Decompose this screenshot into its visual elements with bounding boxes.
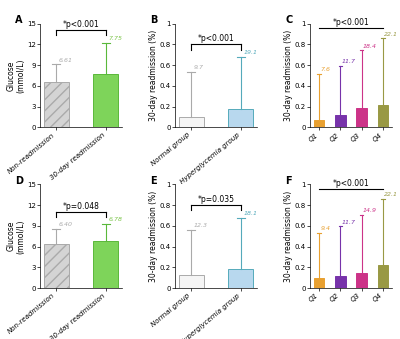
Bar — [335, 276, 346, 288]
Text: *p<0.001: *p<0.001 — [333, 179, 370, 187]
Bar — [93, 241, 118, 288]
Bar — [314, 120, 324, 127]
Text: *p<0.001: *p<0.001 — [198, 34, 234, 43]
Bar — [44, 82, 68, 127]
Text: 6.61: 6.61 — [59, 58, 73, 63]
Text: 22.1: 22.1 — [384, 192, 398, 197]
Text: F: F — [286, 176, 292, 186]
Text: 6.78: 6.78 — [108, 217, 122, 222]
Text: B: B — [150, 16, 158, 25]
Text: 6.40: 6.40 — [59, 222, 73, 227]
Bar — [378, 104, 388, 127]
Bar — [93, 74, 118, 127]
Bar — [44, 244, 68, 288]
Text: E: E — [150, 176, 157, 186]
Text: *p=0.035: *p=0.035 — [198, 195, 234, 204]
Y-axis label: 30-day readmission (%): 30-day readmission (%) — [284, 30, 293, 121]
Text: D: D — [16, 176, 24, 186]
Bar — [378, 265, 388, 288]
Bar — [335, 115, 346, 127]
Text: 9.7: 9.7 — [194, 65, 204, 70]
Bar — [314, 278, 324, 288]
Text: *p=0.048: *p=0.048 — [62, 201, 99, 211]
Text: *p<0.001: *p<0.001 — [62, 20, 99, 29]
Text: 18.4: 18.4 — [363, 44, 377, 49]
Bar — [228, 270, 253, 288]
Bar — [228, 109, 253, 127]
Y-axis label: Glucose
(mmol/L): Glucose (mmol/L) — [6, 219, 26, 254]
Text: A: A — [16, 16, 23, 25]
Y-axis label: Glucose
(mmol/L): Glucose (mmol/L) — [6, 58, 26, 93]
Text: 9.4: 9.4 — [320, 226, 330, 231]
Y-axis label: 30-day readmission (%): 30-day readmission (%) — [149, 30, 158, 121]
Bar — [356, 108, 367, 127]
Text: 22.1: 22.1 — [384, 32, 398, 37]
Bar — [179, 275, 204, 288]
Text: *p<0.001: *p<0.001 — [333, 18, 370, 27]
Text: 19.1: 19.1 — [243, 50, 257, 55]
Text: 14.9: 14.9 — [363, 208, 377, 213]
Text: 18.1: 18.1 — [243, 211, 257, 216]
Text: 12.3: 12.3 — [194, 223, 208, 228]
Y-axis label: 30-day readmission (%): 30-day readmission (%) — [149, 191, 158, 282]
Y-axis label: 30-day readmission (%): 30-day readmission (%) — [284, 191, 293, 282]
Text: C: C — [286, 16, 293, 25]
Text: 11.7: 11.7 — [342, 220, 356, 225]
Text: 7.6: 7.6 — [320, 67, 330, 72]
Text: 7.75: 7.75 — [108, 36, 122, 41]
Bar — [356, 273, 367, 288]
Bar — [179, 117, 204, 127]
Text: 11.7: 11.7 — [342, 59, 356, 64]
